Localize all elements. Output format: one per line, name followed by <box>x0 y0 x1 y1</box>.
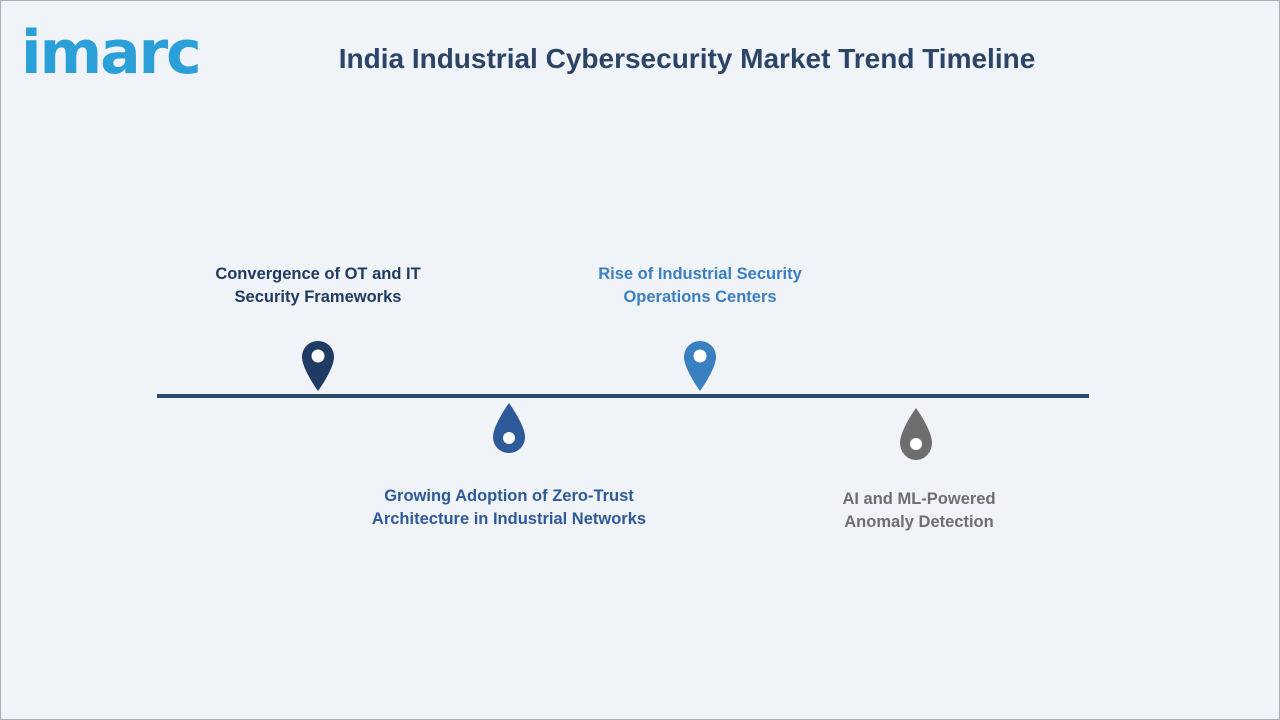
milestone-3-label: Rise of Industrial Security Operations C… <box>540 263 860 309</box>
milestone-3-line2: Operations Centers <box>623 288 777 306</box>
milestone-3-line1: Rise of Industrial Security <box>598 265 802 283</box>
milestone-4-drop-icon <box>899 406 933 467</box>
svg-text:imarc: imarc <box>21 18 200 77</box>
logo-icon: imarc <box>21 18 202 88</box>
milestone-3-map-pin-icon <box>683 339 717 398</box>
milestone-2-label: Growing Adoption of Zero-Trust Architect… <box>349 485 669 531</box>
milestone-4-line1: AI and ML-Powered <box>842 490 996 508</box>
timeline-axis <box>157 394 1089 398</box>
milestone-1-line2: Security Frameworks <box>234 288 402 306</box>
milestone-2-line1: Growing Adoption of Zero-Trust <box>384 487 634 505</box>
page-title: India Industrial Cybersecurity Market Tr… <box>338 43 1036 74</box>
milestone-4-label: AI and ML-Powered Anomaly Detection <box>759 488 1079 534</box>
milestone-1-line1: Convergence of OT and IT <box>215 265 421 283</box>
milestone-2-line2: Architecture in Industrial Networks <box>371 510 647 528</box>
milestone-1-map-pin-icon <box>301 339 335 398</box>
milestone-2-drop-icon <box>492 401 526 460</box>
milestone-4-line2: Anomaly Detection <box>844 513 994 531</box>
brand-logo: imarc <box>21 13 202 88</box>
milestone-1-label: Convergence of OT and IT Security Framew… <box>158 263 478 309</box>
